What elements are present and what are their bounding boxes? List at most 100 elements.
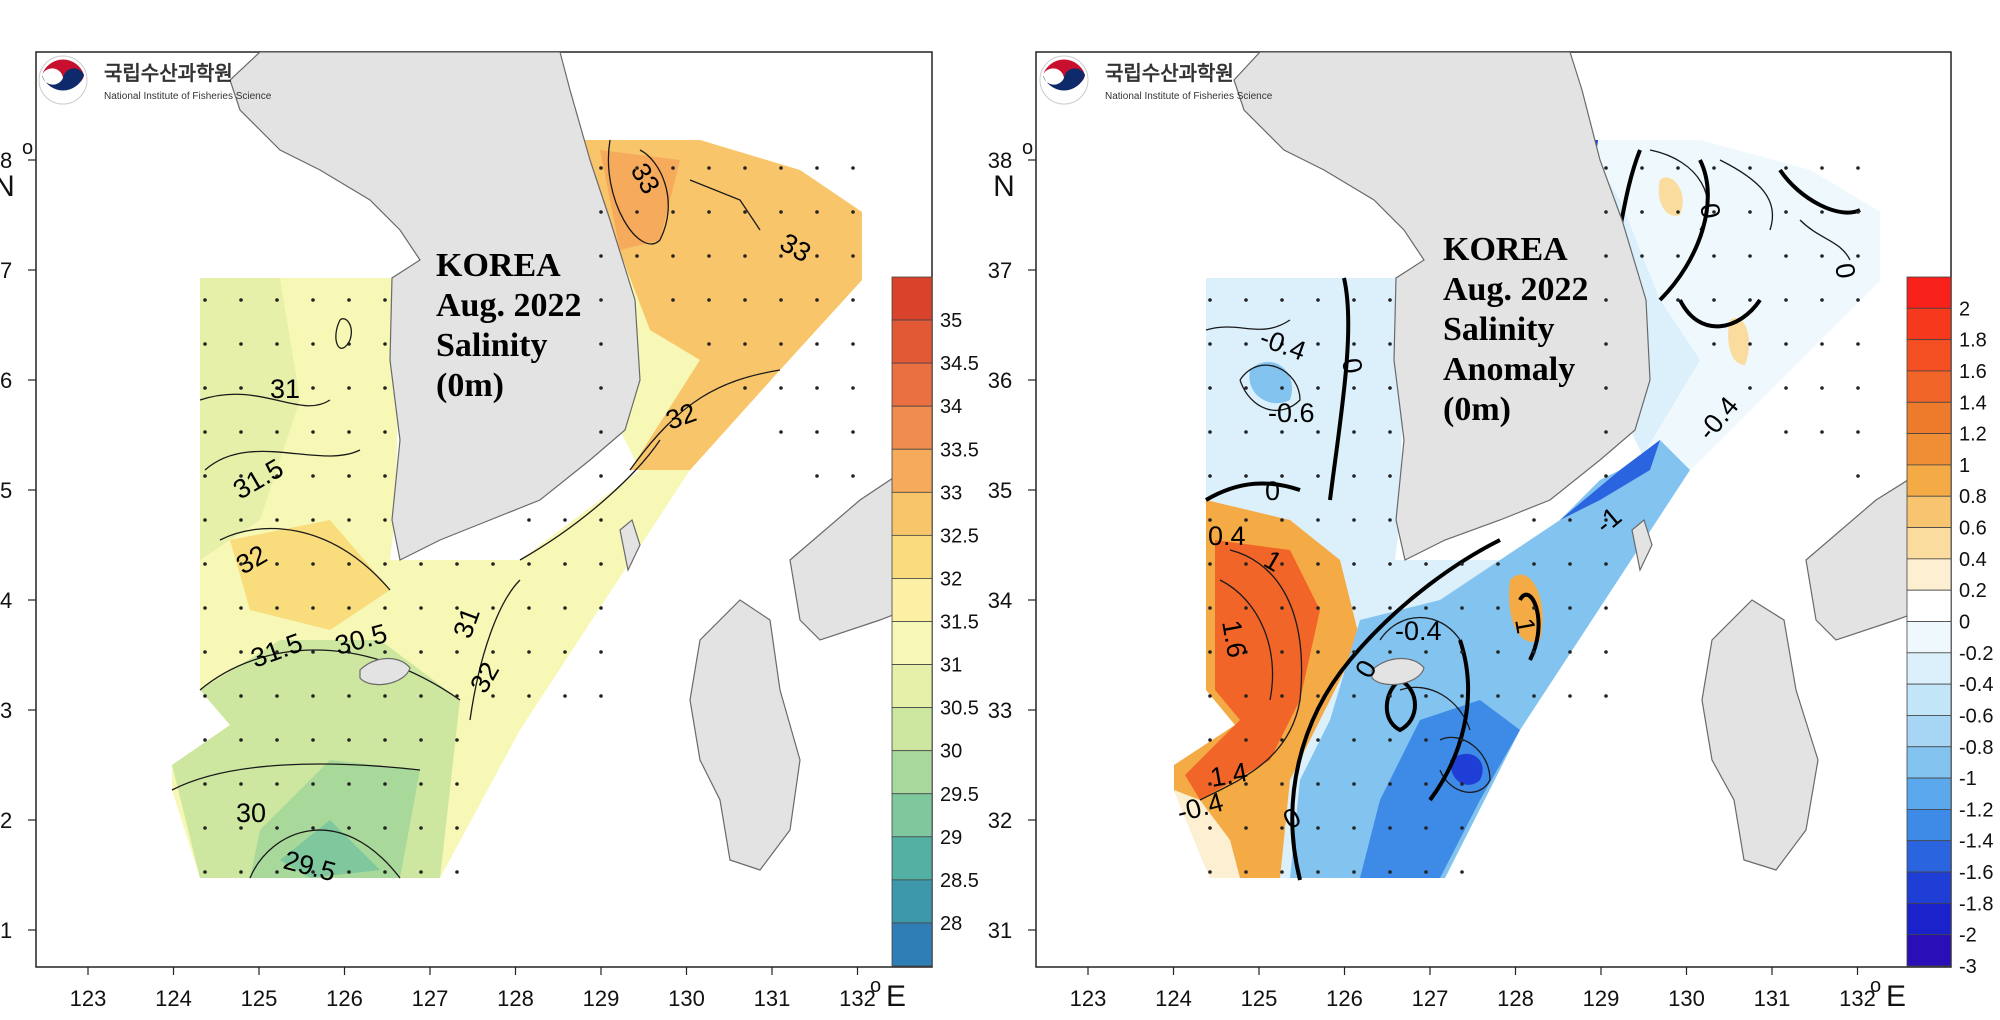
colorbar-label: 32: [940, 568, 962, 590]
station-dot: [203, 430, 207, 434]
station-dot: [1604, 430, 1608, 434]
station-dot: [311, 738, 315, 742]
station-dot: [311, 870, 315, 874]
colorbar-label: 31: [940, 655, 962, 677]
station-dot: [275, 298, 279, 302]
lat-unit-label: N: [0, 170, 15, 203]
station-dot: [1316, 298, 1320, 302]
station-dot: [671, 210, 675, 214]
station-dot: [743, 166, 747, 170]
station-dot: [311, 650, 315, 654]
station-dot: [1208, 430, 1212, 434]
station-dot: [1244, 738, 1248, 742]
station-dot: [1424, 738, 1428, 742]
jeju-island: [359, 657, 411, 686]
colorbar-swatch: [891, 534, 933, 579]
station-dot: [599, 430, 603, 434]
lat-tick-label: 34: [988, 588, 1012, 613]
institute-name-ko: 국립수산과학원: [104, 61, 233, 85]
station-dot: [1604, 562, 1608, 566]
colorbar-swatch: [1906, 746, 1952, 779]
colorbar-label: -2: [1959, 925, 1977, 947]
station-dot: [707, 342, 711, 346]
station-dot: [1604, 254, 1608, 258]
band-32-south: [230, 520, 390, 630]
station-dot: [1316, 870, 1320, 874]
lon-tick-label: 132: [839, 986, 876, 1011]
station-dot: [275, 650, 279, 654]
station-dot: [1244, 298, 1248, 302]
station-dot: [311, 518, 315, 522]
station-dot: [275, 782, 279, 786]
station-dot: [239, 650, 243, 654]
contour-label: 0: [1829, 261, 1861, 281]
lat-unit-label: N: [993, 170, 1015, 203]
colorbar-swatch: [891, 793, 933, 838]
station-dot: [1496, 650, 1500, 654]
lon-tick-label: 125: [241, 986, 278, 1011]
station-dot: [1388, 606, 1392, 610]
station-dot: [203, 518, 207, 522]
colorbar-label: -1: [1959, 768, 1977, 790]
station-dot: [1352, 694, 1356, 698]
station-dot: [1604, 342, 1608, 346]
station-dot: [1388, 298, 1392, 302]
colorbar-label: 0.6: [1959, 518, 1987, 540]
colorbar-label: 32.5: [940, 525, 979, 547]
station-dot: [275, 606, 279, 610]
lon-tick-label: 130: [668, 986, 705, 1011]
station-dot: [455, 870, 459, 874]
station-dot: [383, 738, 387, 742]
station-dot: [1424, 826, 1428, 830]
station-dot: [311, 694, 315, 698]
contour-label: 1: [1509, 616, 1541, 636]
band-29-5: [250, 760, 420, 878]
station-dot: [743, 386, 747, 390]
station-dot: [1676, 298, 1680, 302]
station-dot: [1820, 342, 1824, 346]
station-dot: [851, 298, 855, 302]
station-dot: [527, 562, 531, 566]
station-dot: [1352, 518, 1356, 522]
station-dot: [311, 342, 315, 346]
lat-tick-label: 37: [988, 258, 1012, 283]
station-dot: [851, 386, 855, 390]
station-dot: [1208, 562, 1212, 566]
station-dot: [563, 562, 567, 566]
station-dot: [239, 386, 243, 390]
station-dot: [1820, 386, 1824, 390]
colorbar-label: 29.5: [940, 784, 979, 806]
lon-tick-label: 123: [1070, 986, 1107, 1011]
station-dot: [455, 738, 459, 742]
colorbar-swatch: [1906, 777, 1952, 810]
station-dot: [1244, 430, 1248, 434]
colorbar-label: 35: [940, 310, 962, 332]
colorbar-swatch: [1906, 809, 1952, 842]
station-dot: [491, 694, 495, 698]
lon-tick-label: 123: [70, 986, 107, 1011]
station-dot: [563, 650, 567, 654]
institute-name-ko: 국립수산과학원: [1105, 61, 1234, 85]
station-dot: [455, 826, 459, 830]
station-dot: [1388, 694, 1392, 698]
station-dot: [1748, 210, 1752, 214]
colorbar-swatch: [1906, 902, 1952, 936]
station-dot: [815, 386, 819, 390]
station-dot: [1784, 298, 1788, 302]
station-dot: [1388, 782, 1392, 786]
lon-tick-label: 127: [1412, 986, 1449, 1011]
station-dot: [599, 254, 603, 258]
station-dot: [1820, 298, 1824, 302]
station-dot: [203, 298, 207, 302]
station-dot: [455, 562, 459, 566]
station-dot: [1532, 518, 1536, 522]
taegeuk-logo-icon-lower: [1043, 68, 1085, 91]
colorbar-swatch: [1906, 840, 1952, 873]
station-dot: [1316, 474, 1320, 478]
colorbar-swatch: [891, 578, 933, 622]
station-dot: [1460, 694, 1464, 698]
lon-tick-label: 126: [326, 986, 363, 1011]
station-dot: [1280, 826, 1284, 830]
station-dot: [1568, 562, 1572, 566]
station-dot: [1280, 386, 1284, 390]
